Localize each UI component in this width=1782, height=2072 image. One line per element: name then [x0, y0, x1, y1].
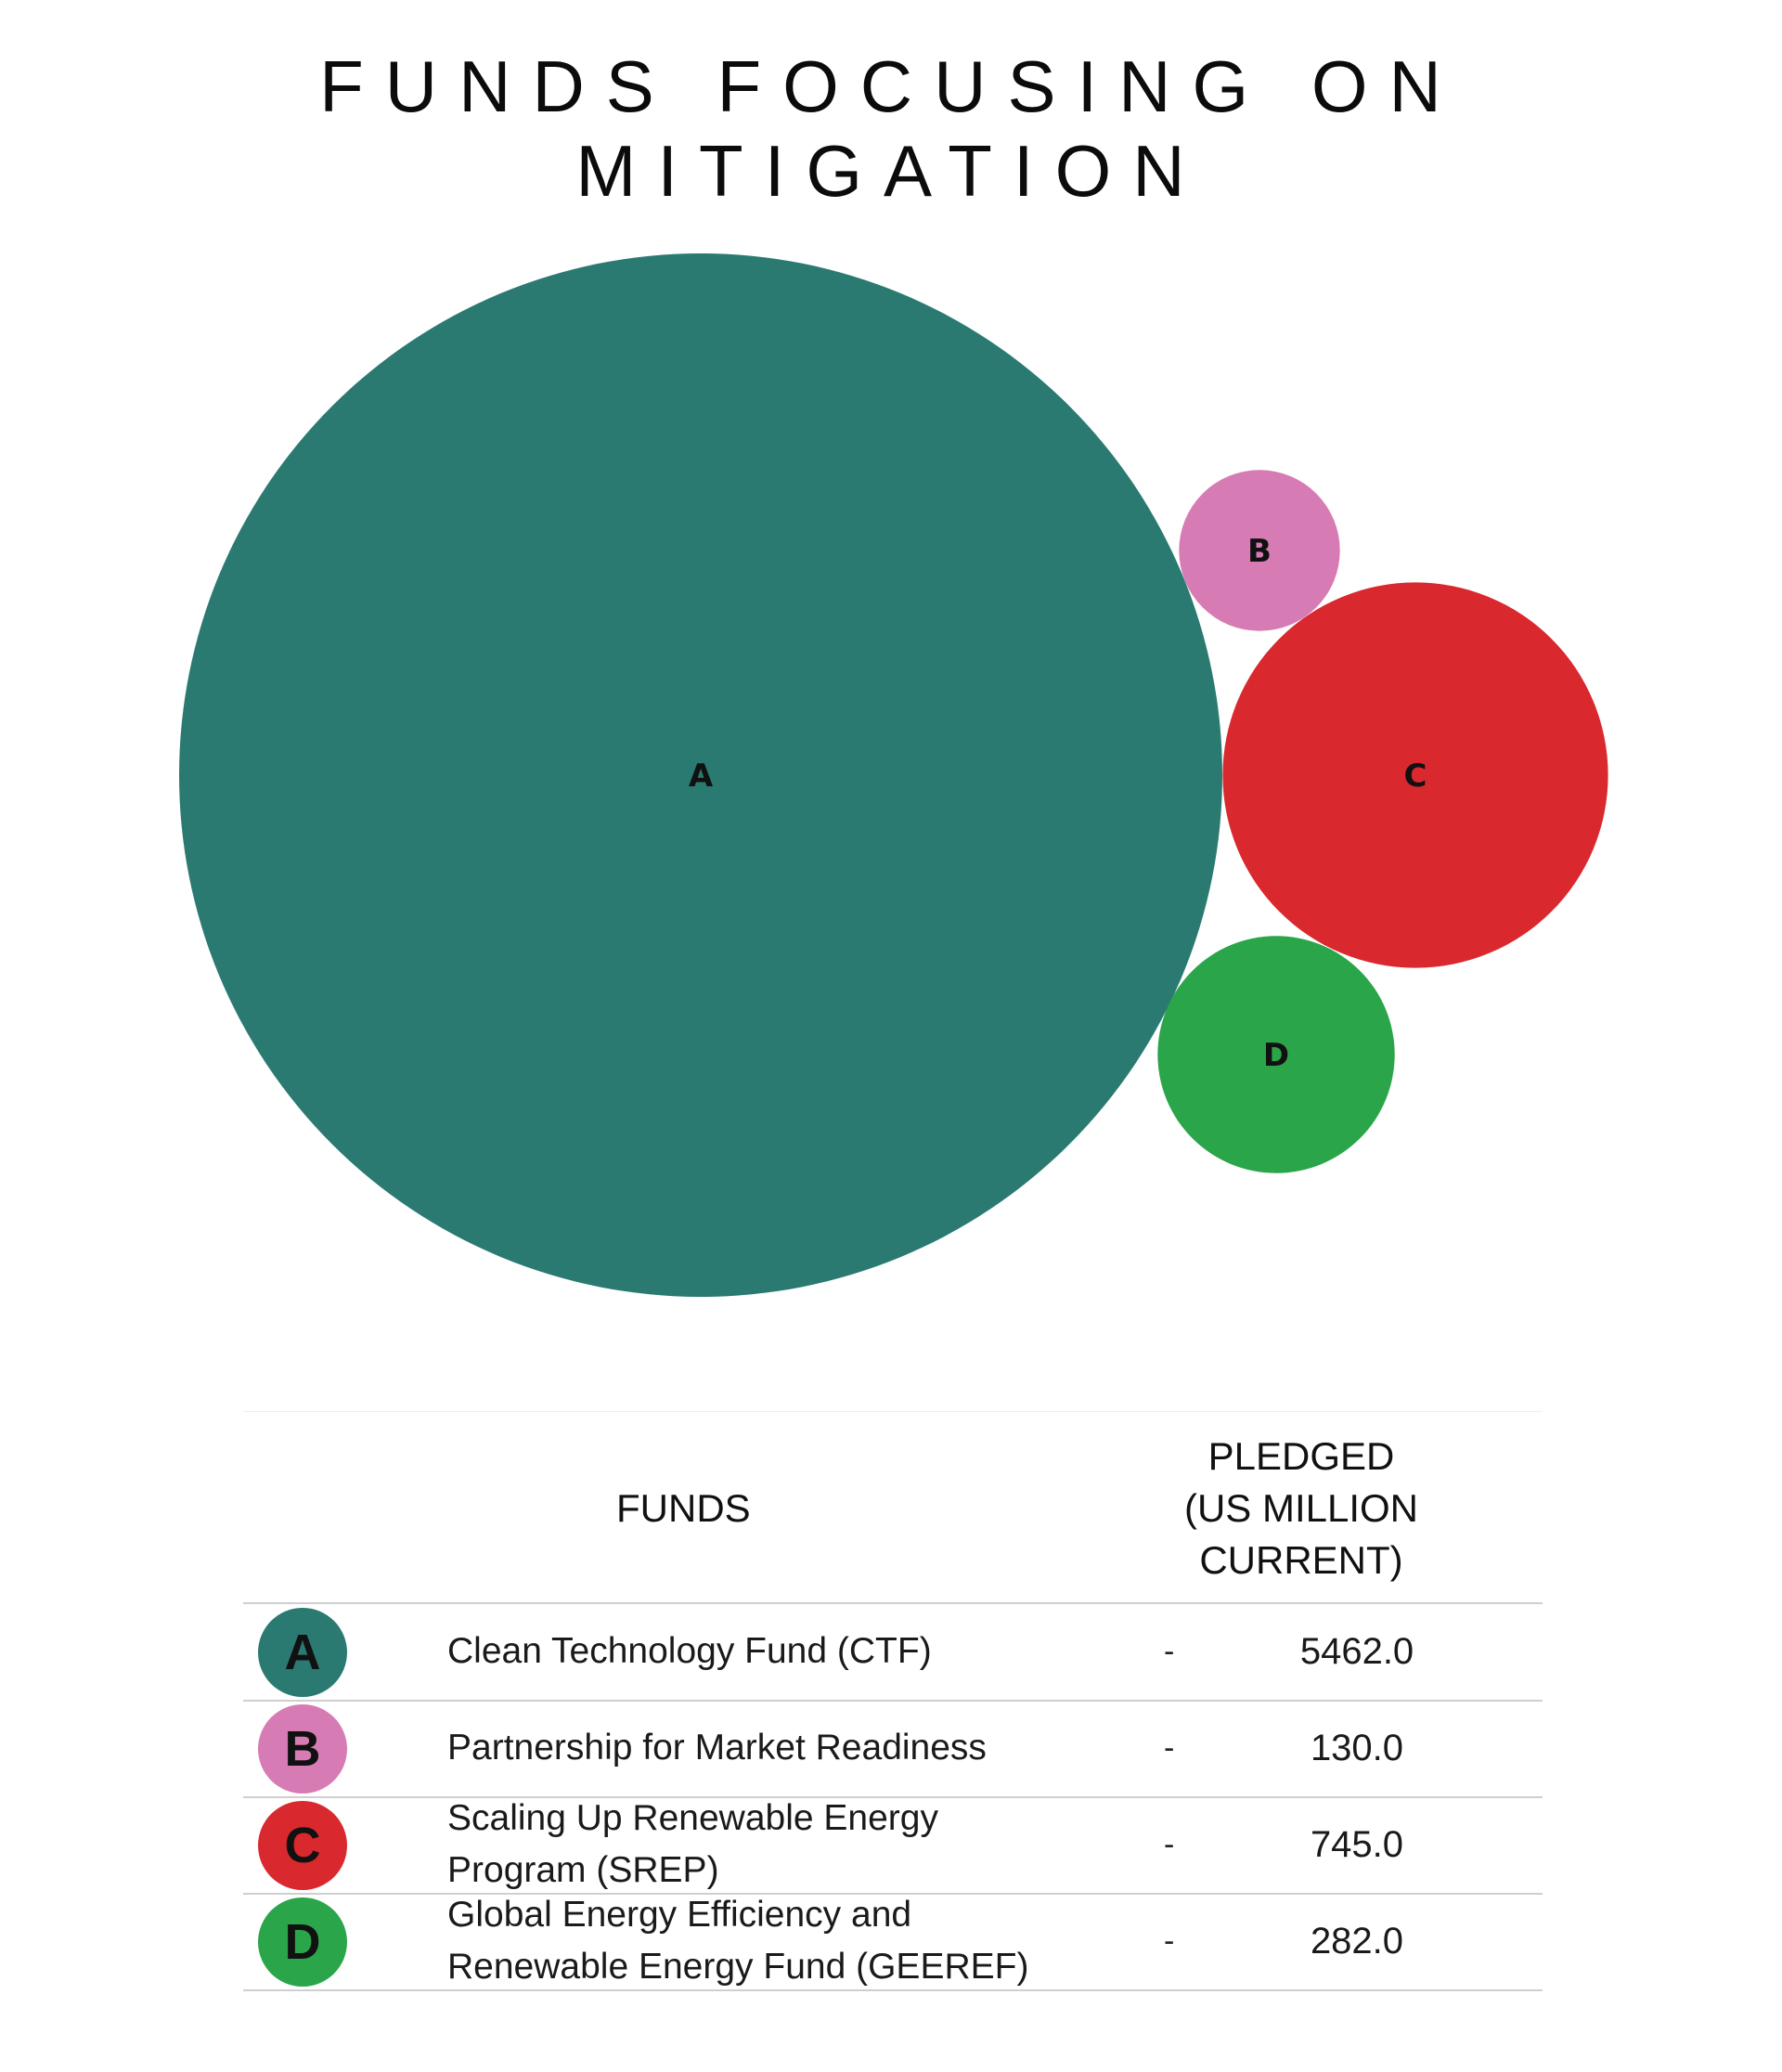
pledged-value: 282.0 — [1310, 1920, 1404, 1962]
fund-badge: C — [258, 1801, 347, 1890]
pledged-value: 745.0 — [1310, 1823, 1404, 1865]
fund-name: Clean Technology Fund (CTF) — [447, 1631, 932, 1671]
bubble-label-a: A — [689, 758, 714, 795]
bubble-label-b: B — [1247, 533, 1272, 570]
bubble-b — [1179, 470, 1340, 631]
table-row: C Scaling Up Renewable Energy Program (S… — [243, 1796, 1543, 1895]
chart-title: FUNDS FOCUSING ON MITIGATION — [319, 45, 1463, 212]
row-dash: - — [1164, 1923, 1175, 1959]
pledged-value: 130.0 — [1310, 1727, 1404, 1768]
fund-name: Scaling Up Renewable Energy Program (SRE… — [447, 1798, 938, 1890]
row-dash: - — [1164, 1826, 1175, 1862]
row-dash: - — [1164, 1729, 1175, 1766]
header-pledged-line1: PLEDGED — [1207, 1434, 1395, 1478]
header-funds: FUNDS — [616, 1486, 751, 1530]
fund-name: Global Energy Efficiency and Renewable E… — [447, 1895, 1029, 1987]
pledged-value: 5462.0 — [1299, 1630, 1414, 1672]
table-row: B Partnership for Market Readiness - 130… — [243, 1700, 1543, 1798]
header-pledged-line2: (US MILLION — [1183, 1486, 1419, 1530]
bubble-c — [1222, 582, 1608, 968]
header-pledged-line3: CURRENT) — [1199, 1538, 1403, 1582]
bubble-a — [179, 253, 1222, 1297]
fund-badge: D — [258, 1897, 347, 1987]
bubble-d — [1157, 936, 1395, 1173]
fund-badge: B — [258, 1704, 347, 1794]
table-row: A Clean Technology Fund (CTF) - 5462.0 — [243, 1603, 1543, 1702]
row-dash: - — [1164, 1633, 1175, 1669]
table-header: FUNDS PLEDGED (US MILLION CURRENT) — [243, 1411, 1543, 1604]
table-row: D Global Energy Efficiency and Renewable… — [243, 1893, 1543, 1991]
header-pledged: PLEDGED (US MILLION CURRENT) — [1171, 1431, 1431, 1586]
bubble-label-c: C — [1404, 758, 1427, 795]
fund-badge: A — [258, 1608, 347, 1697]
fund-name: Partnership for Market Readiness — [447, 1728, 987, 1768]
bubble-label-d: D — [1263, 1037, 1289, 1074]
bubble-chart: A B C D — [179, 253, 1608, 1297]
